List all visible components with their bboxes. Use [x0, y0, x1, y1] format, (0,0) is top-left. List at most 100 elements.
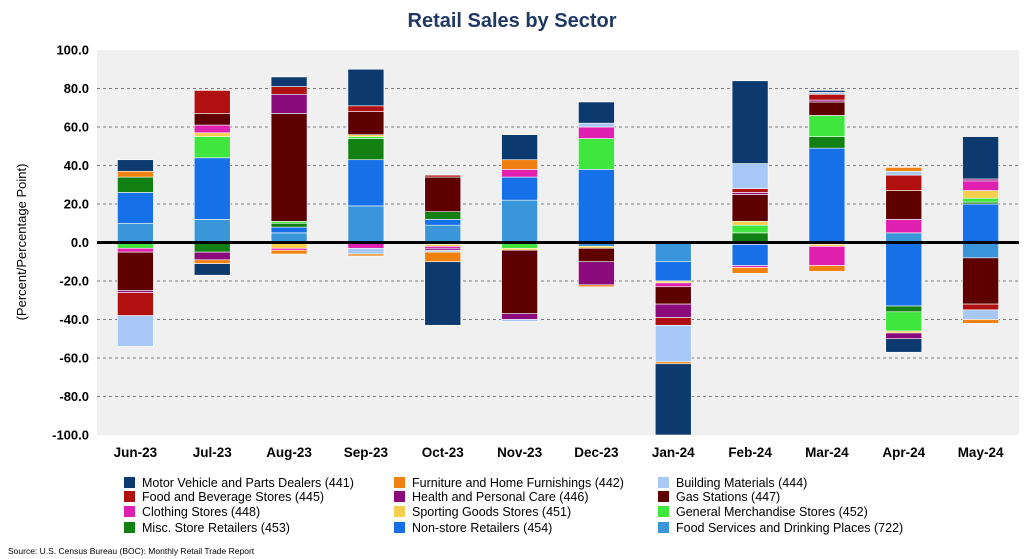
bar-segment [193, 136, 231, 159]
bar-segment [578, 261, 615, 286]
legend-swatch [394, 522, 405, 533]
legend-swatch [394, 477, 405, 488]
bar-segment [808, 101, 846, 116]
x-tick-label: Mar-24 [805, 445, 849, 460]
bar-segment [347, 68, 385, 107]
bar-segment [808, 265, 846, 272]
bar-segment [117, 176, 154, 193]
x-tick-label: Apr-24 [882, 445, 925, 460]
bar-segment [424, 176, 462, 213]
legend-label: General Merchandise Stores (452) [676, 505, 868, 519]
bar-segment [731, 188, 769, 193]
bar-segment [654, 286, 692, 305]
x-tick-label: Oct-23 [422, 445, 465, 460]
bar-segment [270, 93, 308, 114]
bar-segment [117, 192, 154, 224]
chart-title: Retail Sales by Sector [408, 10, 617, 32]
y-axis-ticks: 100.0 80.0 60.0 40.0 20.0 0.0 -20.0 -40.0 -60.0 -… [52, 43, 89, 443]
bar-segment [808, 93, 846, 101]
legend: Motor Vehicle and Parts Dealers (441) Fur… [124, 476, 903, 535]
bar-segment [885, 219, 923, 234]
legend-label: Sporting Goods Stores (451) [412, 505, 571, 519]
bar-segment [347, 205, 385, 243]
x-tick-label: Jul-23 [193, 445, 233, 460]
gridlines [97, 88, 1019, 397]
bar-segment [731, 224, 769, 234]
bar-segment [424, 224, 462, 243]
bar-segment [654, 282, 692, 288]
y-tick-label: 0.0 [71, 235, 89, 250]
bar-segment [962, 309, 999, 320]
bar-segment [885, 190, 923, 220]
bar-segment [501, 134, 538, 161]
y-tick-label: 60.0 [64, 120, 89, 135]
bar-segment [885, 170, 923, 176]
x-axis-ticks: Jun-23 Jul-23 Aug-23 Sep-23 Oct-23 Nov-23 Dec-… [114, 445, 1004, 460]
x-tick-label: Nov-23 [497, 445, 543, 460]
legend-swatch [124, 522, 135, 533]
legend-swatch [394, 491, 405, 502]
bar-segment [885, 167, 923, 172]
bar-segment [808, 136, 846, 149]
bar-segment [808, 147, 846, 243]
y-tick-label: 80.0 [64, 81, 89, 96]
bar-segment [117, 251, 154, 291]
bar-segment [347, 138, 385, 161]
bar-segment [578, 126, 615, 139]
bar-segment [117, 170, 154, 178]
bar-segment [654, 303, 692, 318]
bar-segment [578, 284, 615, 288]
bar-segment [654, 317, 692, 326]
bar-segment [270, 222, 308, 228]
bar-segment [117, 222, 154, 243]
bar-segment [270, 86, 308, 95]
bar-segment [885, 332, 923, 340]
bar-segment [731, 163, 769, 189]
bar-segment [117, 159, 154, 172]
bar-segment [962, 180, 999, 191]
bar-segment [962, 136, 999, 180]
bar-segment [501, 199, 538, 243]
bar-segment [885, 242, 923, 307]
y-tick-label: 20.0 [64, 197, 89, 212]
bar-segment [347, 159, 385, 207]
bar-segment [731, 244, 769, 266]
y-tick-label: -40.0 [59, 312, 89, 327]
bar-segment [501, 249, 538, 315]
bar-segment [885, 305, 923, 313]
y-tick-label: 40.0 [64, 158, 89, 173]
bar-segment [731, 267, 769, 274]
bar-segment [578, 169, 615, 243]
y-tick-label: -20.0 [59, 274, 89, 289]
x-tick-label: Jun-23 [114, 445, 158, 460]
bar-segment [117, 315, 154, 347]
bar-segment [270, 226, 308, 234]
legend-label: Misc. Store Retailers (453) [142, 521, 290, 535]
y-axis-label: (Percent/Percentage Point) [14, 164, 29, 321]
bar-segment [270, 249, 308, 255]
bar-segment [731, 194, 769, 222]
bar-segment [347, 253, 385, 257]
bar-segment [654, 324, 692, 363]
bar-segment [962, 190, 999, 199]
x-tick-label: Feb-24 [728, 445, 772, 460]
legend-label: Building Materials (444) [676, 476, 807, 490]
bar-segment [578, 247, 615, 263]
bar-segment [962, 257, 999, 305]
bar-segment [654, 261, 692, 282]
bar-segment [424, 251, 462, 263]
bar-segment [424, 261, 462, 326]
bar-segment [501, 169, 538, 178]
x-tick-label: Aug-23 [266, 445, 312, 460]
bar-segment [885, 174, 923, 191]
legend-swatch [658, 522, 669, 533]
bar-segment [193, 90, 231, 114]
bar-segment [193, 259, 231, 264]
bar-segment [962, 203, 999, 243]
bar-segment [270, 113, 308, 222]
legend-swatch [394, 506, 405, 517]
bar-segment [347, 111, 385, 135]
bar-segment [731, 80, 769, 164]
bar-segment [731, 221, 769, 226]
